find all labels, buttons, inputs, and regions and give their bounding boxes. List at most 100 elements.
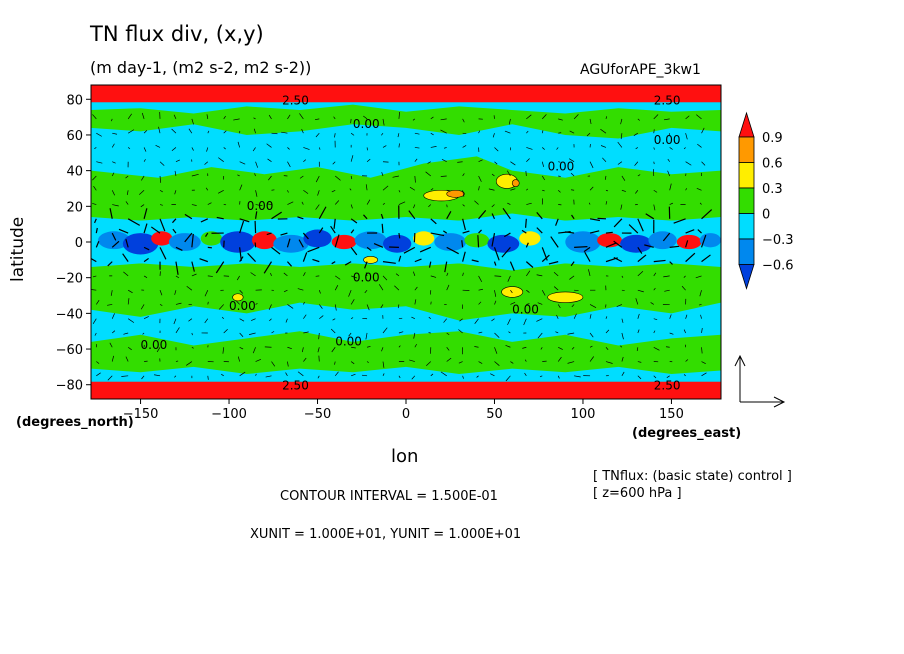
flux-vector [635, 147, 639, 150]
flux-vector [542, 114, 547, 120]
flux-vector [268, 175, 272, 181]
flux-vector [605, 189, 609, 192]
run-label: AGUforAPE_3kw1 [580, 62, 701, 78]
flux-vector [140, 304, 145, 310]
flux-vector [683, 329, 686, 334]
flux-vector [398, 317, 403, 320]
flux-vector [685, 115, 690, 120]
flux-vector [701, 328, 703, 334]
flux-vector [522, 346, 527, 349]
flux-vector [303, 331, 309, 334]
flux-vector [236, 275, 240, 281]
flux-vector [297, 216, 304, 220]
flux-vector [351, 275, 358, 279]
flux-vector [111, 172, 115, 177]
flux-vector [127, 289, 133, 294]
flux-vector [510, 289, 513, 294]
flux-vector [669, 261, 673, 265]
flux-vector [398, 375, 401, 379]
flux-vector [263, 261, 273, 274]
flux-vector [143, 223, 148, 234]
flux-vector [175, 246, 183, 251]
flux-vector [142, 332, 145, 335]
flux-vector [331, 189, 336, 193]
flux-vector [127, 298, 130, 305]
flux-vector [297, 371, 304, 377]
colorbar-label: 0.3 [762, 182, 783, 197]
flux-vector [584, 251, 591, 262]
positive-region-3 [91, 263, 721, 321]
flux-vector [427, 161, 431, 164]
flux-vector [526, 188, 529, 191]
flux-vector [536, 274, 543, 277]
flux-vector [206, 114, 209, 119]
flux-vector [697, 229, 702, 234]
equatorial-cell-11 [354, 231, 387, 250]
flux-vector [525, 261, 534, 268]
flux-vector [620, 204, 623, 210]
flux-vector [613, 218, 623, 228]
flux-vector [457, 161, 463, 163]
flux-vector [287, 190, 289, 193]
flux-vector [173, 318, 177, 325]
flux-vector [299, 175, 304, 179]
flux-vector [91, 289, 97, 291]
flux-vector [701, 209, 713, 220]
flux-vector [494, 290, 497, 297]
flux-vector [491, 232, 496, 247]
flux-vector [653, 161, 655, 165]
equatorial-cell-21 [648, 231, 677, 250]
flux-vector [92, 318, 97, 325]
contour-label: 0.00 [229, 299, 256, 313]
flux-vector [524, 359, 527, 362]
flux-vector [397, 133, 400, 138]
flux-vector [223, 147, 226, 150]
flux-vector [255, 161, 258, 168]
x-tick-label: 100 [571, 407, 596, 422]
flux-vector [191, 147, 194, 151]
flux-vector [683, 275, 686, 278]
flux-vector [637, 247, 643, 254]
flux-vector [653, 259, 666, 263]
polar-band-north [91, 85, 721, 103]
equatorial-cell-20 [620, 234, 652, 253]
flux-vector [349, 188, 352, 191]
flux-vector [348, 332, 352, 337]
flux-vector [94, 147, 97, 150]
flux-vector [186, 361, 193, 366]
flux-vector [574, 375, 581, 378]
equatorial-cell-1 [98, 231, 130, 250]
flux-vector [252, 147, 256, 152]
flux-vector [381, 132, 384, 136]
flux-vector [280, 232, 288, 236]
flux-vector [493, 247, 500, 261]
flux-vector [425, 171, 431, 177]
y-tick-label: 0 [75, 236, 83, 251]
flux-vector [412, 118, 416, 121]
flux-vector [665, 346, 670, 348]
flux-vector [172, 228, 177, 234]
flux-vector [490, 373, 495, 377]
flux-vector [96, 132, 102, 137]
flux-vector [602, 157, 607, 162]
flux-vector [366, 199, 371, 205]
x-tick-label: −150 [123, 407, 159, 422]
flux-vector [461, 240, 464, 248]
midlat-patch-2 [446, 189, 465, 198]
flux-vector [440, 175, 447, 177]
flux-vector [206, 147, 209, 152]
flux-vector [200, 218, 209, 223]
flux-vector [494, 347, 498, 354]
flux-vector [430, 275, 437, 278]
flux-vector [351, 373, 356, 377]
flux-vector [637, 118, 640, 121]
flux-vector [683, 374, 686, 377]
flux-vector [127, 218, 141, 226]
flux-vector [494, 332, 500, 338]
flux-vector [667, 158, 670, 162]
flux-vector [478, 331, 483, 334]
flux-vector [637, 313, 640, 319]
flux-vector [446, 357, 452, 362]
flux-vector [414, 258, 422, 263]
equatorial-cell-17 [519, 231, 541, 246]
